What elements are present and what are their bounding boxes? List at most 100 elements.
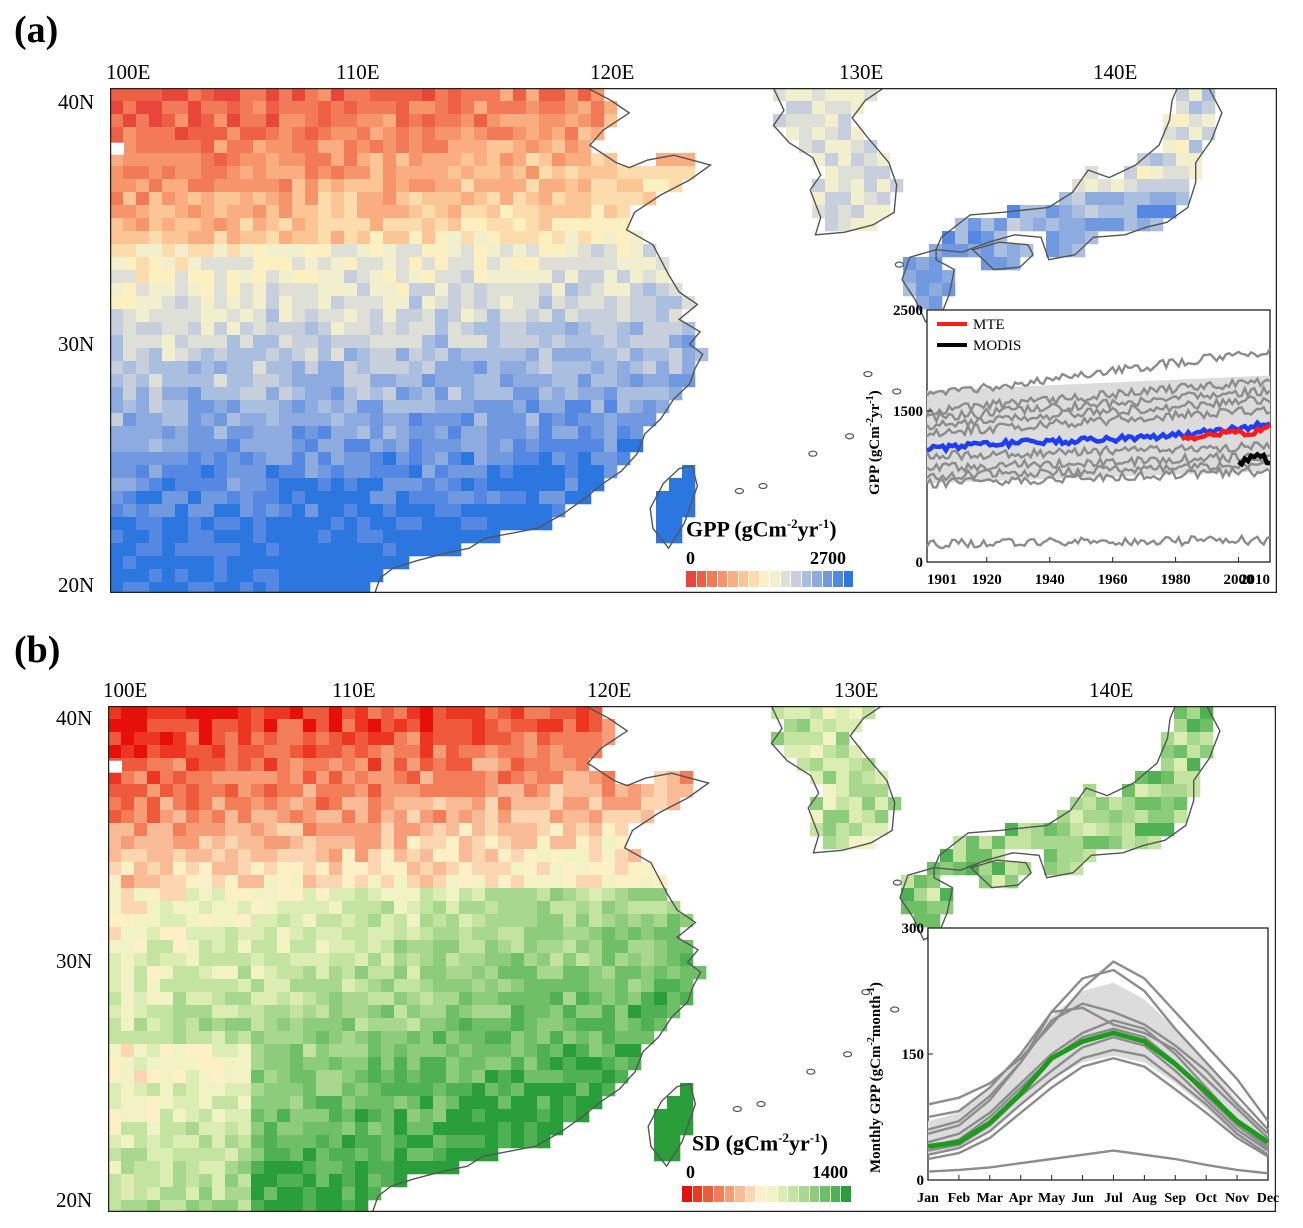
coastline-island	[933, 706, 1221, 879]
x-tick-label: 1920	[972, 572, 1002, 588]
colorbar-a-min: 0	[686, 548, 695, 568]
lat-tick-a-20: 20N	[58, 573, 95, 597]
coastline-islet	[892, 388, 902, 395]
lat-tick-b-20: 20N	[56, 1188, 93, 1212]
model-series-line	[926, 451, 1271, 474]
colorbar-a-swatch	[686, 571, 697, 587]
colorbar-b-swatch	[798, 1186, 810, 1202]
colorbar-a-swatch	[696, 571, 707, 587]
lon-tick-b-100: 100E	[103, 678, 148, 702]
model-series-line	[927, 1006, 1269, 1139]
coastline-island	[647, 1083, 697, 1168]
coastline-island	[770, 706, 896, 854]
x-tick-label: 2010	[1240, 572, 1270, 588]
model-series-line	[927, 1019, 1269, 1148]
coastline-islet	[756, 1100, 766, 1108]
legend-modis-label: MODIS	[973, 338, 1021, 354]
coastline-islet	[863, 370, 873, 378]
colorbar-b-swatch	[692, 1186, 704, 1202]
colorbar-a-swatch	[791, 571, 802, 587]
model-series-line	[927, 1149, 1269, 1175]
colorbar-a-swatch	[759, 571, 770, 587]
colorbar-a-max: 2700	[810, 548, 846, 568]
model-series-line	[926, 460, 1271, 482]
ensemble-mean-line	[926, 419, 1272, 455]
lon-tick-a-120: 120E	[590, 60, 635, 84]
coastline-island	[935, 88, 1223, 261]
panel-a-label: (a)	[14, 9, 59, 51]
lat-tick-b-30: 30N	[56, 949, 93, 973]
colorbar-b-title-sup2: -1	[809, 1130, 821, 1145]
coastline-islet	[892, 879, 902, 886]
colorbar-b-title-sup1: -2	[778, 1130, 790, 1145]
coastline-islet	[890, 1006, 900, 1013]
legend-mte-label: MTE	[973, 317, 1005, 333]
gpp-grid	[110, 88, 1216, 593]
colorbar-b-swatch	[756, 1186, 767, 1202]
lon-tick-b-130: 130E	[834, 678, 879, 702]
colorbar-b-swatch	[713, 1186, 725, 1202]
x-tick-label: Aug	[1132, 1191, 1157, 1206]
coastlines	[372, 706, 1221, 1212]
y-tick-label: 150	[902, 1047, 925, 1063]
coastlines	[374, 88, 1223, 593]
colorbar-b	[682, 1186, 852, 1202]
map-b	[108, 706, 1276, 1212]
model-series-line	[926, 395, 1271, 431]
colorbar-a-title-mid: yr	[797, 516, 819, 542]
inset-a-legend: MTE MODIS	[937, 317, 1021, 354]
model-series-line	[927, 968, 1269, 1131]
lon-tick-a-110: 110E	[336, 60, 380, 84]
lon-tick-b-140: 140E	[1089, 678, 1134, 702]
model-series-line	[927, 1027, 1269, 1150]
colorbar-a-swatch	[833, 571, 844, 587]
model-series-line	[926, 405, 1271, 438]
colorbar-a-swatch	[780, 571, 791, 587]
y-tick-label: 0	[917, 1173, 925, 1189]
colorbar-a-title-sup2: -1	[818, 516, 830, 531]
coastline-island	[971, 241, 1034, 271]
panel-b-label: (b)	[14, 629, 61, 671]
x-tick-label: Jun	[1071, 1191, 1094, 1206]
x-tick-label: 1901	[927, 572, 957, 588]
colorbar-a-swatch	[717, 571, 728, 587]
mte-line	[1180, 423, 1272, 443]
x-tick-label: 1980	[1161, 572, 1191, 588]
x-tick-label: 2000	[1224, 572, 1254, 588]
x-tick-label: Sep	[1164, 1191, 1186, 1206]
x-tick-label: Dec	[1257, 1191, 1280, 1206]
colorbar-b-swatch	[788, 1186, 799, 1202]
model-series-line	[927, 1002, 1269, 1135]
colorbar-a-swatch	[843, 571, 854, 587]
map-frame	[110, 88, 1277, 593]
coastline-islet	[734, 487, 744, 495]
x-tick-label: Oct	[1195, 1191, 1217, 1206]
model-series-line	[926, 347, 1272, 397]
coastline-islet	[842, 1051, 853, 1058]
model-series-line	[925, 440, 1272, 462]
colorbar-a-title-main: GPP (gCm	[686, 516, 787, 542]
coastline-islet	[732, 1105, 742, 1113]
coastline-mainland	[374, 88, 713, 593]
colorbar-b-min: 0	[686, 1162, 695, 1182]
coastline-islet	[808, 450, 818, 457]
colorbar-b-title: SD (gCm-2yr-1)	[692, 1130, 828, 1156]
model-series-line	[925, 376, 1271, 416]
coastline-islet	[861, 988, 871, 996]
colorbar-a-title-sup1: -2	[786, 516, 798, 531]
colorbar-b-title-mid: yr	[789, 1130, 810, 1156]
colorbar-a-swatch	[728, 571, 739, 587]
y-tick-label: 0	[916, 555, 924, 571]
colorbar-a-title-end: )	[829, 516, 837, 542]
inset-b-chart: Jan Feb Mar Apr May Jun Jul Aug Sep Oct Nov Dec 0 150…	[866, 921, 1280, 1206]
colorbar-a	[686, 571, 854, 587]
lat-tick-a-40: 40N	[58, 90, 95, 114]
lat-tick-b-40: 40N	[56, 706, 93, 730]
x-tick-label: May	[1038, 1191, 1065, 1206]
model-series-line	[927, 1056, 1269, 1161]
modis-line	[1237, 451, 1271, 468]
ensemble-mean-line	[927, 1030, 1270, 1149]
colorbar-a-swatch	[749, 571, 760, 587]
coastline-islet	[758, 482, 768, 490]
colorbar-b-swatch	[735, 1186, 746, 1202]
